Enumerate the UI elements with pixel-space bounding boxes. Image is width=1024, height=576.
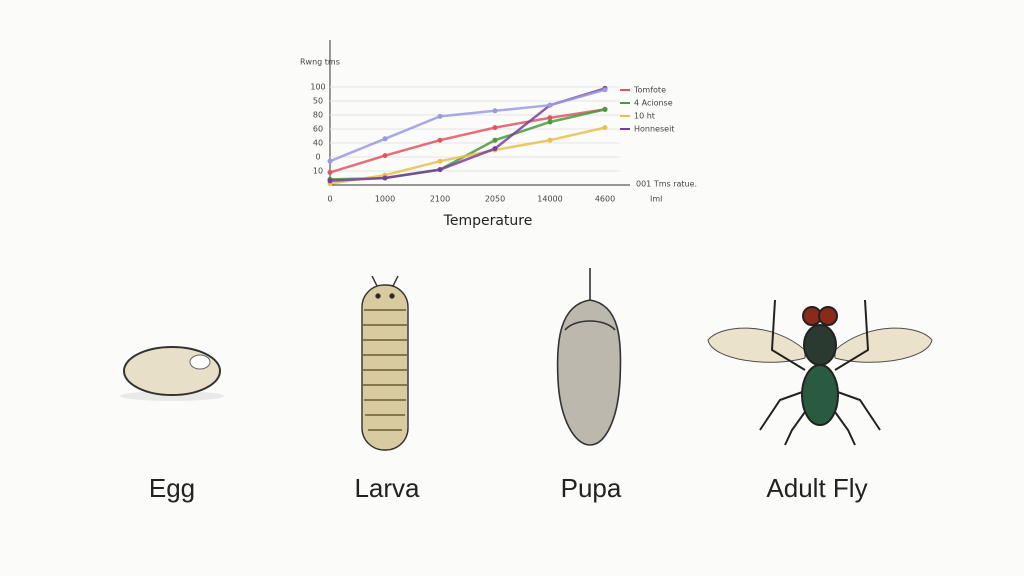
data-point: [602, 106, 608, 112]
y-tick-label: 40: [313, 139, 323, 148]
data-point: [327, 158, 333, 164]
data-point: [382, 175, 388, 181]
data-point: [547, 102, 553, 108]
stage-label: Adult Fly: [766, 473, 867, 503]
x-tick-label: 4600: [595, 195, 615, 204]
y-tick-label: 100: [310, 83, 325, 92]
annotation: 001 Tms ratue.: [636, 180, 697, 189]
fly-drawing: [707, 299, 933, 446]
data-point: [547, 115, 553, 121]
data-point: [492, 108, 498, 114]
data-point: [492, 146, 498, 152]
x-tick-label: 2050: [485, 195, 505, 204]
stage-label: Egg: [149, 473, 195, 503]
data-point: [547, 137, 553, 143]
data-point: [327, 169, 333, 175]
stage-labels: Egg Larva Pupa Adult Fly: [149, 473, 868, 503]
data-point: [382, 153, 388, 159]
series-line: [329, 108, 606, 174]
larva-drawing: [361, 275, 409, 451]
egg-drawing: [120, 346, 224, 401]
x-tick-label: 14000: [537, 195, 562, 204]
data-point: [382, 136, 388, 142]
data-point: [602, 87, 608, 93]
x-tick-label: 1000: [375, 195, 395, 204]
series-line: [329, 88, 606, 163]
data-point: [492, 125, 498, 131]
data-point: [602, 125, 608, 131]
data-point: [437, 167, 443, 173]
y-axis-title: Rwng tms: [300, 58, 340, 67]
x-tick-label: 2100: [430, 195, 450, 204]
y-tick-label: 80: [313, 111, 323, 120]
data-point: [437, 137, 443, 143]
x-tick-label: 0: [327, 195, 332, 204]
legend-label: Tomfote: [633, 86, 666, 95]
series-line: [329, 126, 606, 185]
data-point: [547, 119, 553, 125]
data-point: [327, 178, 333, 184]
data-point: [492, 137, 498, 143]
stage-label: Larva: [354, 473, 420, 503]
data-point: [437, 113, 443, 119]
legend-label: 10 ht: [634, 112, 655, 121]
pupa-drawing: [556, 268, 622, 446]
y-tick-label: 60: [313, 125, 323, 134]
y-tick-label: 0: [315, 153, 320, 162]
y-tick-label: 10: [313, 167, 323, 176]
data-point: [437, 158, 443, 164]
x-axis-title: Temperature: [443, 213, 533, 229]
annotation: Iml: [650, 195, 662, 204]
legend-label: 4 Acionse: [634, 99, 673, 108]
legend-label: Honneseit: [634, 125, 674, 134]
y-tick-label: 50: [313, 97, 323, 106]
stage-label: Pupa: [561, 473, 622, 503]
